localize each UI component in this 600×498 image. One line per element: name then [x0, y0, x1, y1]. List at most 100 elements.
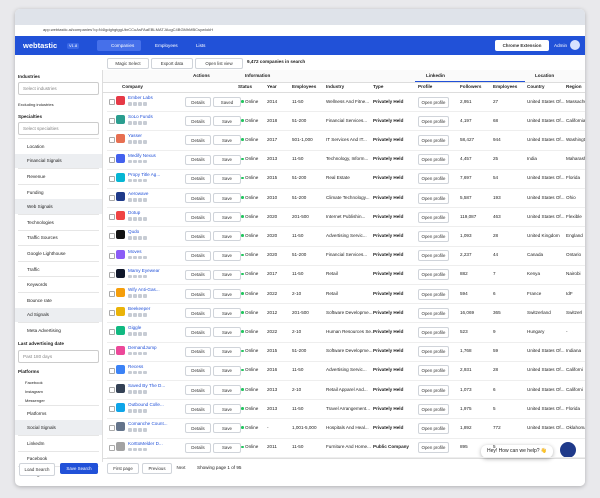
company-name[interactable]: SoLo Funds: [128, 114, 153, 120]
save-button[interactable]: Save: [213, 346, 241, 357]
social-icon[interactable]: [143, 447, 147, 452]
social-icon[interactable]: [143, 217, 147, 221]
company-name[interactable]: Qudo: [128, 229, 140, 235]
sidebar-check[interactable]: Instagram: [25, 388, 43, 394]
sidebar-item[interactable]: LinkedIn: [18, 434, 99, 451]
sidebar-item[interactable]: Platforms: [18, 404, 99, 421]
sidebar-item[interactable]: Technologies: [18, 213, 99, 230]
table-row[interactable]: Aerowave Details Save Online 2010 51-200 Clima…: [107, 188, 585, 209]
company-name[interactable]: Moves: [128, 248, 142, 254]
column-header[interactable]: Type: [373, 84, 384, 89]
social-icon[interactable]: [133, 370, 137, 375]
save-button[interactable]: Save: [213, 212, 241, 223]
sidebar-item[interactable]: Google Lighthouse: [18, 245, 99, 261]
details-button[interactable]: Details: [185, 250, 211, 261]
social-icon[interactable]: [128, 255, 132, 260]
social-icon[interactable]: [143, 198, 147, 202]
open-profile[interactable]: Open profile: [418, 403, 449, 415]
table-row[interactable]: Wify Anti-Gas... Details Save Online 2022 2-1…: [107, 284, 585, 305]
social-icon[interactable]: [138, 370, 142, 375]
social-icon[interactable]: [128, 294, 132, 298]
social-icon[interactable]: [128, 140, 132, 144]
social-icon[interactable]: [143, 428, 147, 432]
social-icon[interactable]: [128, 390, 132, 394]
social-icon[interactable]: [143, 178, 147, 183]
company-name[interactable]: DemandJump: [128, 344, 157, 350]
checkbox[interactable]: [109, 444, 115, 451]
save-button[interactable]: Save: [213, 289, 241, 299]
social-icon[interactable]: [143, 121, 147, 125]
sidebar-item[interactable]: Keywords: [18, 276, 99, 292]
checkbox[interactable]: [109, 233, 115, 240]
details-button[interactable]: Details: [185, 135, 211, 146]
open-profile[interactable]: Open profile: [418, 365, 449, 377]
table-row[interactable]: Outbound Colle... Details Save Online 2013 11…: [107, 399, 585, 420]
checkbox[interactable]: [109, 99, 115, 105]
table-row[interactable]: Propy Title Ag... Details Save Online 2015 51…: [107, 169, 585, 189]
details-button[interactable]: Details: [185, 442, 211, 453]
table-row[interactable]: Saved By The D... Details Save Online 2013 2-…: [107, 380, 585, 401]
checkbox[interactable]: [109, 329, 115, 336]
open-list-view[interactable]: Open list view: [195, 58, 243, 69]
open-profile[interactable]: Open profile: [418, 115, 449, 127]
column-header[interactable]: Profile: [418, 84, 433, 89]
details-button[interactable]: Details: [185, 327, 211, 338]
details-button[interactable]: Details: [185, 154, 211, 165]
open-profile[interactable]: Open profile: [418, 326, 449, 338]
sidebar-section[interactable]: Web Signals: [15, 199, 102, 214]
social-icon[interactable]: [143, 313, 147, 317]
company-name[interactable]: Aerowave: [128, 191, 149, 196]
save-button[interactable]: Save: [213, 193, 241, 203]
column-header[interactable]: Industry: [326, 84, 345, 89]
social-icon[interactable]: [133, 351, 137, 356]
sidebar-section[interactable]: Ad Signals: [15, 307, 102, 323]
avatar[interactable]: [570, 40, 580, 50]
details-button[interactable]: Details: [185, 423, 211, 434]
social-icon[interactable]: [138, 332, 142, 336]
save-button[interactable]: Save: [213, 308, 241, 319]
sidebar-section[interactable]: Social Signals: [15, 420, 102, 435]
open-profile[interactable]: Open profile: [418, 307, 449, 319]
save-button[interactable]: Save: [213, 116, 241, 127]
open-profile[interactable]: Open profile: [418, 154, 449, 166]
details-button[interactable]: Details: [185, 97, 211, 107]
checkbox[interactable]: [109, 310, 115, 317]
social-icon[interactable]: [138, 121, 142, 125]
social-icon[interactable]: [133, 236, 137, 240]
open-profile[interactable]: Open profile: [418, 250, 449, 262]
social-icon[interactable]: [138, 351, 142, 356]
social-icon[interactable]: [128, 102, 132, 106]
table-row[interactable]: Beekeeper Details Save Online 2012 201-500 Sof…: [107, 303, 585, 324]
table-row[interactable]: Medify Nexus Details Save Online 2013 11-50 Te…: [107, 150, 585, 170]
column-header[interactable]: Employees: [292, 84, 317, 89]
social-icon[interactable]: [138, 390, 142, 394]
details-button[interactable]: Details: [185, 173, 211, 184]
open-profile[interactable]: Open profile: [418, 288, 449, 300]
company-name[interactable]: KorttoMelder D...: [128, 440, 163, 446]
details-button[interactable]: Details: [185, 289, 211, 299]
social-icon[interactable]: [133, 447, 137, 452]
company-name[interactable]: Giggle: [128, 325, 142, 331]
social-icon[interactable]: [138, 313, 142, 317]
open-profile[interactable]: Open profile: [418, 346, 449, 358]
social-icon[interactable]: [128, 159, 132, 164]
open-profile[interactable]: Open profile: [418, 230, 449, 242]
social-icon[interactable]: [133, 217, 137, 221]
column-header[interactable]: Employees: [493, 84, 518, 89]
table-row[interactable]: Moves Details Save Online 2020 51-200 Financia…: [107, 246, 585, 266]
company-name[interactable]: Propy Title Ag...: [128, 171, 161, 177]
checkbox[interactable]: [109, 291, 115, 297]
social-icon[interactable]: [138, 447, 142, 452]
social-icon[interactable]: [138, 140, 142, 144]
details-button[interactable]: Details: [185, 404, 211, 415]
save-button[interactable]: Save: [213, 231, 241, 242]
social-icon[interactable]: [143, 102, 147, 106]
social-icon[interactable]: [128, 332, 132, 336]
company-name[interactable]: Comanche Count...: [128, 421, 168, 427]
social-icon[interactable]: [128, 198, 132, 202]
checkbox[interactable]: [109, 156, 115, 163]
social-icon[interactable]: [138, 236, 142, 240]
checkbox[interactable]: [109, 195, 115, 201]
first-page[interactable]: First page: [107, 463, 139, 474]
sidebar-select[interactable]: Past 180 days: [18, 349, 99, 363]
